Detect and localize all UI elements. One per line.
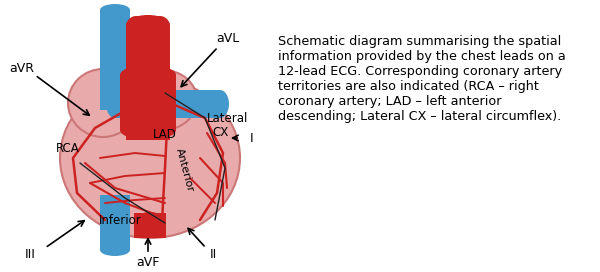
Ellipse shape (100, 4, 130, 16)
FancyBboxPatch shape (126, 25, 170, 80)
FancyBboxPatch shape (100, 195, 130, 250)
Ellipse shape (120, 65, 176, 85)
FancyBboxPatch shape (120, 75, 176, 130)
Text: Inferior: Inferior (98, 214, 142, 227)
Ellipse shape (150, 16, 170, 38)
Ellipse shape (129, 70, 197, 130)
Text: III: III (25, 249, 35, 261)
Text: Anterior: Anterior (175, 147, 196, 193)
Ellipse shape (134, 212, 166, 234)
FancyBboxPatch shape (134, 213, 166, 238)
Ellipse shape (140, 15, 156, 31)
FancyBboxPatch shape (126, 60, 170, 140)
Ellipse shape (106, 90, 124, 118)
Text: aVF: aVF (136, 255, 160, 268)
Text: Lateral: Lateral (207, 112, 248, 125)
Text: I: I (250, 131, 254, 144)
Ellipse shape (100, 244, 130, 256)
Ellipse shape (126, 15, 170, 35)
Text: II: II (209, 249, 217, 261)
Ellipse shape (60, 78, 240, 238)
Ellipse shape (211, 90, 229, 118)
Text: Schematic diagram summarising the spatial
information provided by the chest lead: Schematic diagram summarising the spatia… (278, 35, 566, 123)
Ellipse shape (120, 120, 176, 140)
FancyBboxPatch shape (100, 10, 130, 110)
Text: RCA: RCA (56, 141, 80, 154)
Ellipse shape (126, 16, 146, 38)
Text: aVL: aVL (217, 32, 239, 45)
Ellipse shape (68, 69, 138, 137)
Text: CX: CX (212, 125, 228, 138)
Ellipse shape (126, 49, 170, 71)
Text: LAD: LAD (153, 128, 177, 141)
FancyBboxPatch shape (115, 90, 220, 118)
Text: aVR: aVR (10, 61, 35, 75)
